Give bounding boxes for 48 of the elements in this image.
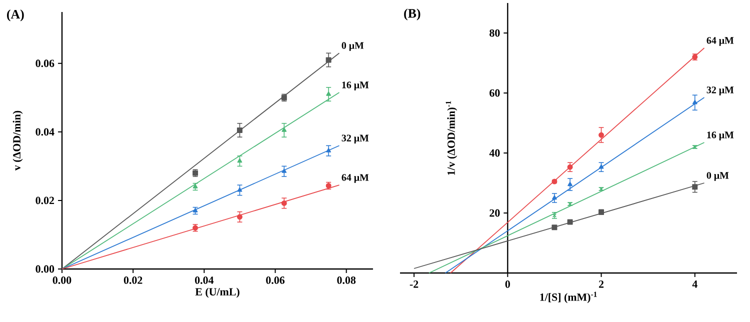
x-tick-label: 0.02 <box>124 276 142 284</box>
series-label: 0 μM <box>342 42 364 51</box>
point <box>567 164 573 170</box>
x-tick-label: 0 <box>505 280 510 288</box>
series-label: 16 μM <box>342 82 369 90</box>
y-axis-title: 1/v (ΔOD/min)$^{-1}$ <box>446 101 458 175</box>
series-label: 32 μM <box>706 86 734 96</box>
x-tick-label: 0.08 <box>337 276 356 284</box>
point <box>326 148 332 152</box>
y-tick-label: 20 <box>490 209 500 217</box>
x-tick-label: 4 <box>692 280 698 288</box>
point <box>326 92 332 96</box>
series-label: 16 μM <box>707 132 734 140</box>
point <box>568 182 572 186</box>
point <box>692 184 698 190</box>
x-tick-label: 0.06 <box>266 276 285 284</box>
y-tick-label: 80 <box>490 29 500 37</box>
point <box>281 200 287 206</box>
point <box>567 219 573 225</box>
y-tick-label: 0.04 <box>36 128 54 136</box>
x-tick-label: 0.04 <box>195 276 214 284</box>
series-label: 32 μM <box>342 134 369 144</box>
chart-title: (B) <box>404 8 420 20</box>
chart-title: (A) <box>6 10 24 22</box>
x-tick-label: 2 <box>598 280 604 288</box>
series-label: 64 μM <box>342 174 369 183</box>
point <box>326 57 332 63</box>
y-tick-label: 60 <box>490 89 500 97</box>
y-tick-label: 0.00 <box>36 265 54 273</box>
point <box>236 214 242 220</box>
series-label: 0 μM <box>706 172 729 181</box>
point <box>237 187 242 192</box>
point <box>237 158 242 163</box>
x-tick-label: -2 <box>410 280 418 288</box>
y-tick-label: 0.06 <box>36 60 54 68</box>
point <box>598 132 604 138</box>
x-axis-title: E (U/mL) <box>195 288 240 298</box>
x-axis-title: 1/[S] (mM)$^{-1}$ <box>540 292 597 304</box>
point <box>236 127 242 133</box>
series-label: 64 μM <box>706 37 734 46</box>
point <box>692 100 698 104</box>
y-tick-label: 0.02 <box>36 196 54 204</box>
y-tick-label: 40 <box>489 149 500 157</box>
x-tick-label: 0.00 <box>52 276 72 284</box>
point <box>552 224 558 230</box>
point <box>282 168 287 173</box>
point <box>282 127 287 132</box>
y-axis-title: v (ΔOD/min) <box>12 110 23 171</box>
